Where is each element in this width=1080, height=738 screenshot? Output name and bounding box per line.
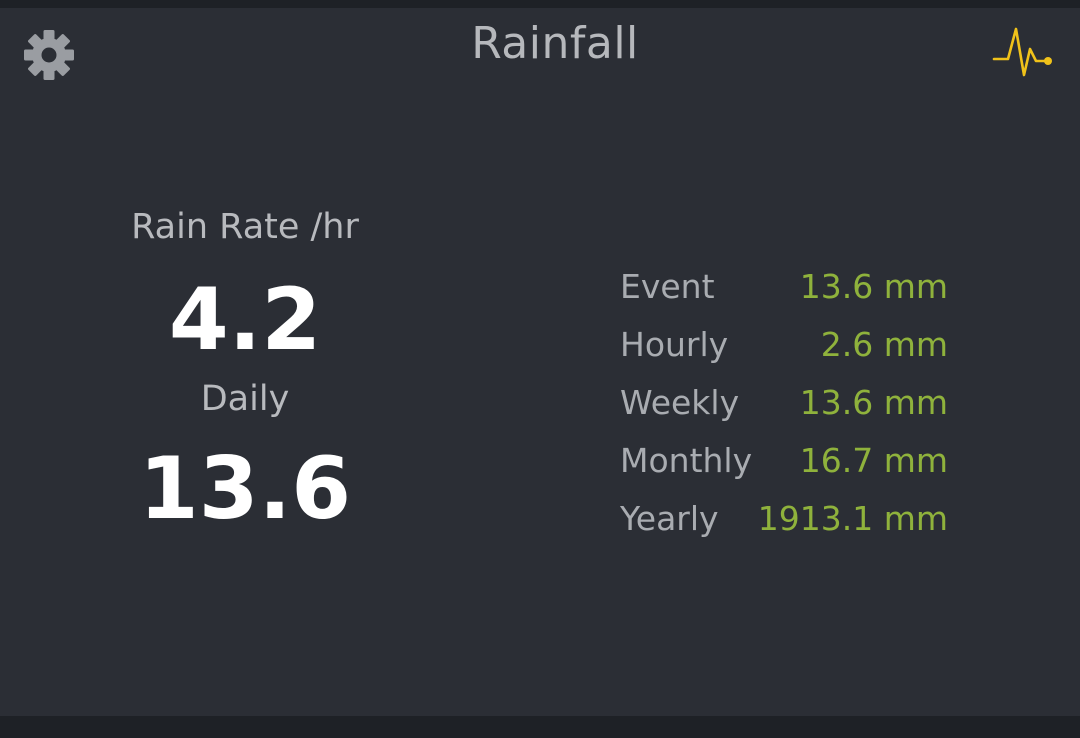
page-title: Rainfall — [471, 18, 639, 69]
totals-row-yearly: Yearly 1913.1 mm — [620, 490, 950, 548]
totals-value: 13.6 mm — [799, 383, 948, 422]
pulse-icon[interactable] — [992, 25, 1054, 81]
rainfall-panel — [0, 8, 1080, 716]
totals-row-hourly: Hourly 2.6 mm — [620, 316, 950, 374]
totals-value: 1913.1 mm — [757, 499, 948, 538]
totals-label: Hourly — [620, 325, 729, 364]
daily-label: Daily — [200, 379, 290, 419]
bottom-strip — [0, 716, 1080, 738]
totals-label: Yearly — [620, 499, 719, 538]
gear-icon[interactable] — [22, 28, 76, 82]
totals-label: Monthly — [620, 441, 753, 480]
rain-totals-list: Event 13.6 mm Hourly 2.6 mm Weekly 13.6 … — [620, 258, 950, 548]
totals-value: 16.7 mm — [799, 441, 948, 480]
daily-value: 13.6 — [138, 439, 352, 539]
top-status-strip — [0, 0, 1080, 8]
totals-value: 2.6 mm — [820, 325, 948, 364]
totals-label: Event — [620, 267, 715, 306]
totals-row-weekly: Weekly 13.6 mm — [620, 374, 950, 432]
totals-label: Weekly — [620, 383, 740, 422]
totals-value: 13.6 mm — [799, 267, 948, 306]
rain-rate-label: Rain Rate /hr — [131, 207, 359, 247]
totals-row-monthly: Monthly 16.7 mm — [620, 432, 950, 490]
totals-row-event: Event 13.6 mm — [620, 258, 950, 316]
rain-rate-value: 4.2 — [168, 270, 322, 370]
current-rain-section: Rain Rate /hr 4.2 Daily 13.6 — [100, 198, 390, 544]
